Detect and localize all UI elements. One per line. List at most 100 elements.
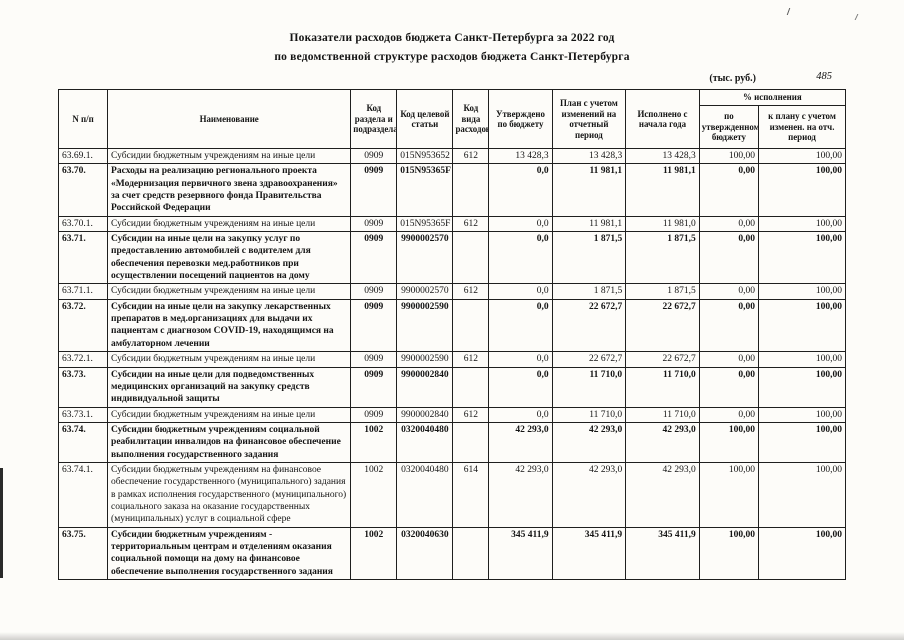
cell-section: 1002 <box>350 421 398 463</box>
cell-name: Субсидии бюджетным учреждениям на иные ц… <box>107 147 352 165</box>
cell-name: Субсидии бюджетным учреждениям на иные ц… <box>107 351 352 368</box>
cell-pct_approved: 100,00 <box>698 421 760 463</box>
cell-plan: 1 871,5 <box>551 283 627 300</box>
table-body: 63.69.1. Субсидии бюджетным учреждениям н… <box>57 147 846 581</box>
cell-pct_approved: 0,00 <box>698 366 760 408</box>
table-row: 63.75. Субсидии бюджетным учреждениям - т… <box>57 526 846 581</box>
cell-pct_plan: 100,00 <box>758 461 846 528</box>
cell-target: 015N953652 <box>396 147 454 165</box>
cell-pct_plan: 100,00 <box>758 283 846 300</box>
table-row: 63.72. Субсидии на иные цели на закупку л… <box>57 298 846 353</box>
cell-name: Расходы на реализацию регионального прое… <box>107 163 352 217</box>
scan-artifact-mark <box>786 8 796 15</box>
cell-target: 015N95365F <box>396 163 454 217</box>
cell-pct_plan: 100,00 <box>758 421 846 463</box>
cell-kind: 612 <box>452 351 490 368</box>
header-executed: Исполнено с начала года <box>625 89 700 149</box>
cell-target: 9900002590 <box>396 351 454 368</box>
cell-num: 63.73. <box>57 366 109 408</box>
cell-pct_approved: 0,00 <box>698 163 760 217</box>
cell-pct_plan: 100,00 <box>758 163 846 217</box>
cell-approved: 13 428,3 <box>488 147 553 165</box>
cell-name: Субсидии бюджетным учреждениям на иные ц… <box>107 406 352 423</box>
cell-num: 63.69.1. <box>57 147 109 165</box>
cell-approved: 42 293,0 <box>488 461 553 528</box>
cell-kind: 612 <box>452 406 490 423</box>
cell-name: Субсидии на иные цели на закупку лекарст… <box>107 298 352 353</box>
cell-kind: 612 <box>452 215 490 233</box>
table-row: 63.74.1. Субсидии бюджетным учреждениям н… <box>57 461 846 528</box>
cell-kind <box>452 366 490 408</box>
cell-approved: 0,0 <box>488 163 553 217</box>
header-target-code: Код целевой статьи <box>396 89 454 149</box>
cell-name: Субсидии на иные цели для подведомственн… <box>107 366 352 408</box>
cell-target: 015N95365F <box>396 215 454 233</box>
meta-row: (тыс. руб.) 485 <box>58 71 846 87</box>
cell-plan: 11 710,0 <box>551 406 627 423</box>
cell-executed: 11 981,0 <box>625 215 700 233</box>
cell-num: 63.72. <box>57 298 109 353</box>
cell-num: 63.70.1. <box>57 215 109 233</box>
scan-artifact-mark <box>854 14 863 20</box>
cell-target: 9900002840 <box>396 406 454 423</box>
cell-plan: 13 428,3 <box>551 147 627 165</box>
units-label: (тыс. руб.) <box>709 73 756 84</box>
cell-approved: 0,0 <box>488 366 553 408</box>
cell-section: 1002 <box>350 461 398 528</box>
cell-section: 0909 <box>350 406 398 423</box>
cell-section: 0909 <box>350 147 398 165</box>
cell-executed: 1 871,5 <box>625 283 700 300</box>
cell-pct_approved: 0,00 <box>698 298 760 353</box>
header-section-code: Код раздела и подраздела <box>350 89 398 149</box>
table-row: 63.73.1. Субсидии бюджетным учреждениям н… <box>57 406 846 423</box>
cell-pct_approved: 0,00 <box>698 283 760 300</box>
cell-name: Субсидии на иные цели на закупку услуг п… <box>107 231 352 285</box>
header-percent-group: % исполнения <box>698 89 847 106</box>
cell-pct_plan: 100,00 <box>758 298 846 353</box>
cell-executed: 42 293,0 <box>625 461 700 528</box>
cell-name: Субсидии бюджетным учреждениям социально… <box>107 421 352 463</box>
cell-executed: 22 672,7 <box>625 298 700 353</box>
cell-section: 0909 <box>350 163 398 217</box>
cell-target: 9900002840 <box>396 366 454 408</box>
cell-target: 0320040480 <box>396 421 454 463</box>
cell-num: 63.75. <box>57 526 109 581</box>
cell-pct_approved: 100,00 <box>698 461 760 528</box>
cell-executed: 1 871,5 <box>625 231 700 285</box>
header-name: Наименование <box>107 89 352 149</box>
cell-target: 9900002590 <box>396 298 454 353</box>
cell-executed: 42 293,0 <box>625 421 700 463</box>
cell-num: 63.74. <box>57 421 109 463</box>
cell-plan: 22 672,7 <box>551 351 627 368</box>
cell-name: Субсидии бюджетным учреждениям на иные ц… <box>107 215 352 233</box>
cell-pct_plan: 100,00 <box>758 215 846 233</box>
table-row: 63.69.1. Субсидии бюджетным учреждениям н… <box>57 147 846 165</box>
page-title: Показатели расходов бюджета Санкт-Петерб… <box>289 32 615 44</box>
header-num: N п/п <box>57 89 109 149</box>
cell-num: 63.73.1. <box>57 406 109 423</box>
cell-pct_plan: 100,00 <box>758 231 846 285</box>
cell-num: 63.70. <box>57 163 109 217</box>
cell-section: 0909 <box>350 231 398 285</box>
cell-pct_plan: 100,00 <box>758 366 846 408</box>
cell-plan: 42 293,0 <box>551 461 627 528</box>
cell-target: 0320040630 <box>396 526 454 581</box>
cell-executed: 13 428,3 <box>625 147 700 165</box>
header-pct-approved: по утвержденному бюджету <box>698 105 760 149</box>
scan-artifact-left-edge <box>0 468 3 578</box>
header-pct-plan: к плану с учетом изменен. на отч. период <box>758 105 846 149</box>
cell-pct_approved: 0,00 <box>698 215 760 233</box>
cell-num: 63.74.1. <box>57 461 109 528</box>
cell-executed: 11 710,0 <box>625 366 700 408</box>
cell-num: 63.71. <box>57 231 109 285</box>
cell-approved: 345 411,9 <box>488 526 553 581</box>
cell-executed: 22 672,7 <box>625 351 700 368</box>
cell-approved: 0,0 <box>488 283 553 300</box>
page-number: 485 <box>816 71 832 82</box>
cell-pct_plan: 100,00 <box>758 406 846 423</box>
cell-kind: 614 <box>452 461 490 528</box>
cell-section: 0909 <box>350 351 398 368</box>
cell-target: 9900002570 <box>396 283 454 300</box>
cell-section: 0909 <box>350 298 398 353</box>
